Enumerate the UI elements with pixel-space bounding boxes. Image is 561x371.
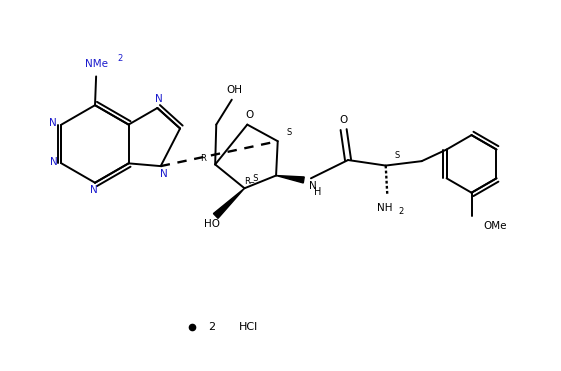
Text: N: N (49, 118, 57, 128)
Text: H: H (315, 187, 322, 197)
Text: OH: OH (227, 85, 242, 95)
Polygon shape (213, 188, 245, 219)
Text: OMe: OMe (484, 221, 507, 231)
Text: R: R (200, 154, 206, 163)
Text: 2: 2 (398, 207, 403, 216)
Text: O: O (339, 115, 347, 125)
Text: N: N (309, 181, 316, 190)
Text: 2: 2 (117, 54, 122, 63)
Text: N: N (160, 169, 168, 179)
Text: N: N (50, 157, 58, 167)
Text: _S: _S (249, 173, 258, 182)
Text: S: S (286, 128, 291, 137)
Text: HO: HO (204, 219, 220, 229)
Text: R: R (245, 177, 250, 186)
Text: N: N (155, 94, 162, 104)
Text: S: S (394, 151, 399, 160)
Text: NH: NH (378, 203, 393, 213)
Text: O: O (245, 110, 254, 120)
Polygon shape (276, 175, 304, 183)
Text: 2: 2 (209, 322, 215, 332)
Text: NMe: NMe (85, 59, 108, 69)
Text: HCl: HCl (239, 322, 258, 332)
Text: N: N (90, 186, 98, 196)
